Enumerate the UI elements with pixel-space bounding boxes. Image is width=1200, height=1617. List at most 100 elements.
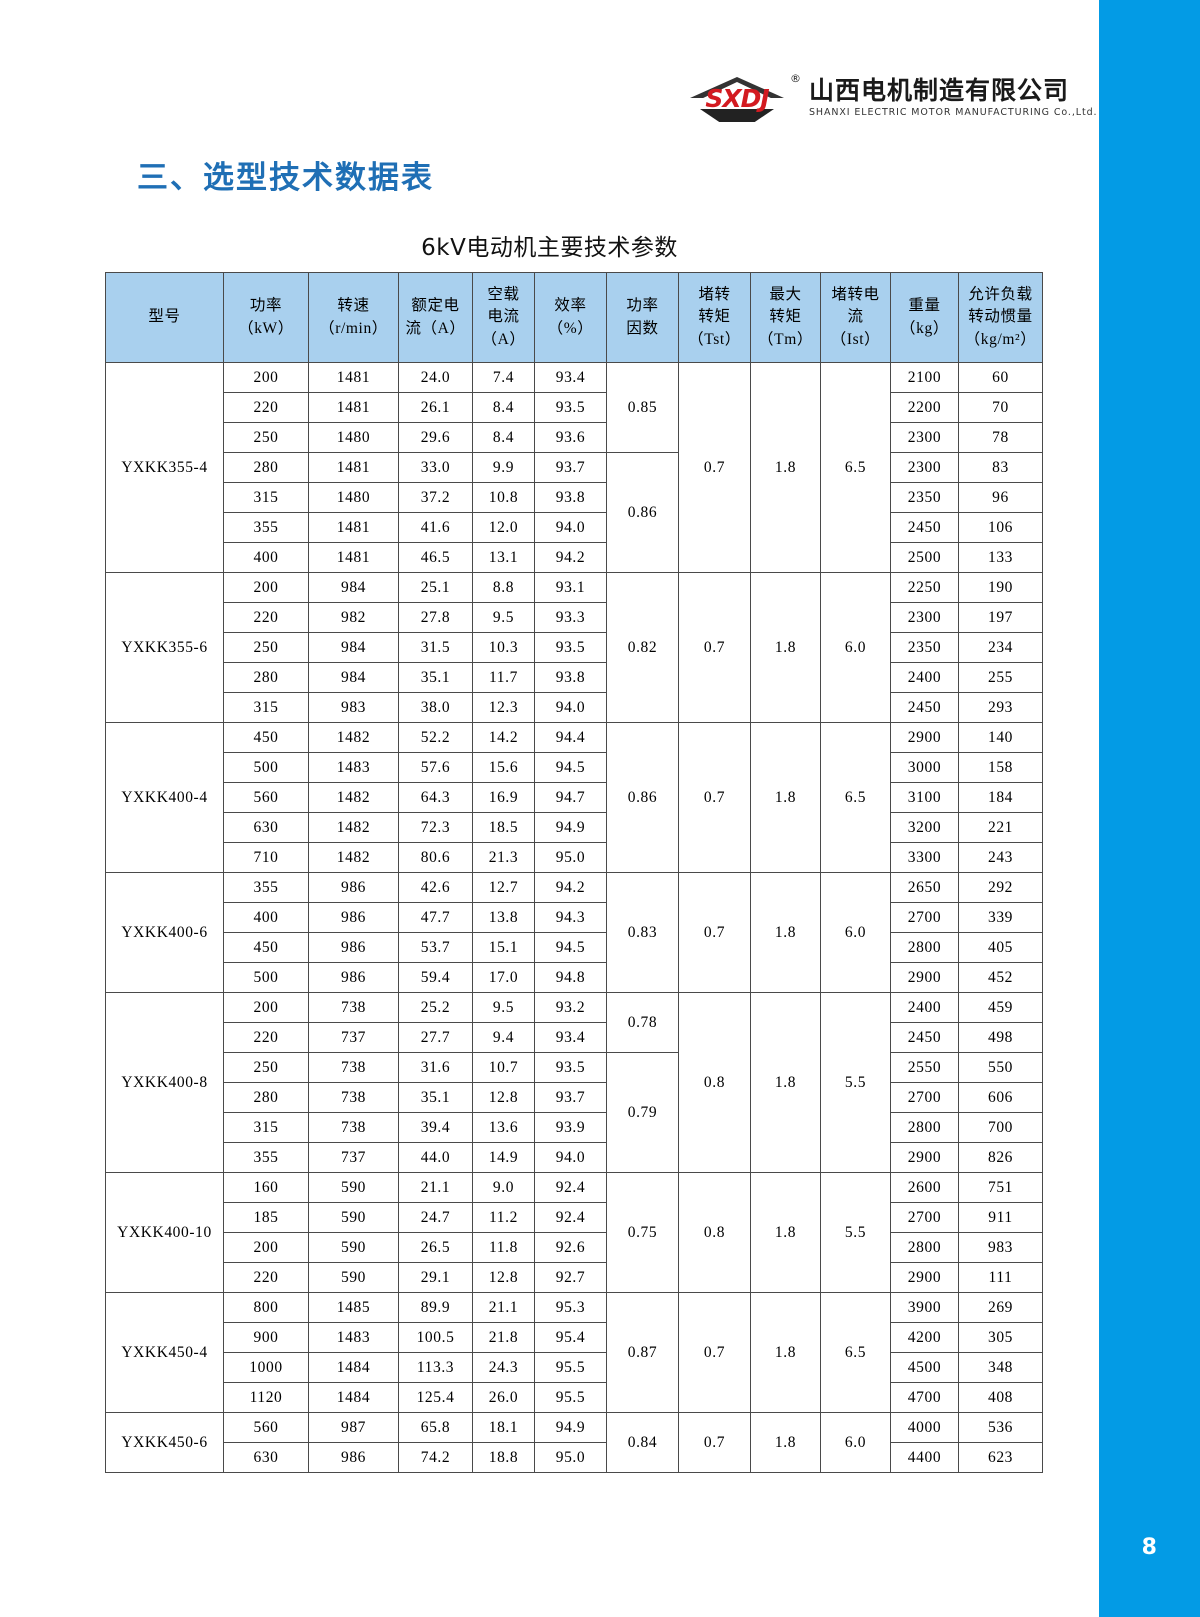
table-row: 630 1482 72.3 18.5 94.9 3200 221 xyxy=(106,812,1043,843)
cell-power: 355 xyxy=(223,872,309,903)
table-row: 400 986 47.7 13.8 94.3 2700 339 xyxy=(106,902,1043,933)
column-header-line: 功率 xyxy=(626,297,659,315)
cell-speed: 986 xyxy=(308,872,399,903)
table-row: YXKK400-4 450 1482 52.2 14.2 94.4 0.86 0.7 1.8 6.… xyxy=(105,722,1043,873)
cell-no-load-current: 21.3 xyxy=(472,842,535,873)
cell-no-load-current: 12.8 xyxy=(472,1262,535,1293)
cell-power: 280 xyxy=(223,452,309,483)
cell-inertia: 452 xyxy=(958,962,1043,993)
table-row: 400 1481 46.5 13.1 94.2 2500 133 xyxy=(106,542,1043,573)
cell-locked-rotor-torque: 0.7 xyxy=(678,872,751,993)
cell-rated-current: 42.6 xyxy=(398,872,473,903)
cell-efficiency: 95.5 xyxy=(534,1382,607,1413)
column-header-line: 重量 xyxy=(908,297,941,315)
table-row: 315 1480 37.2 10.8 93.8 2350 96 xyxy=(106,482,1043,513)
cell-rated-current: 31.5 xyxy=(398,632,473,663)
cell-power-factor: 0.84 xyxy=(606,1412,679,1473)
cell-rated-current: 65.8 xyxy=(398,1412,473,1443)
cell-rated-current: 74.2 xyxy=(398,1442,473,1473)
company-logo: SXDJ ® 山西电机制造有限公司 SHANXI ELECTRIC MOTOR … xyxy=(688,70,1097,126)
company-name-en: SHANXI ELECTRIC MOTOR MANUFACTURING Co.,… xyxy=(809,107,1098,119)
cell-max-torque: 1.8 xyxy=(750,722,821,873)
cell-weight: 2200 xyxy=(890,392,959,423)
cell-efficiency: 94.2 xyxy=(534,542,607,573)
column-header-3: 额定电 流（A） xyxy=(398,272,473,363)
decorative-side-band xyxy=(1099,0,1200,1617)
cell-locked-rotor-current: 6.5 xyxy=(820,722,891,873)
cell-inertia: 826 xyxy=(958,1142,1043,1173)
cell-power: 250 xyxy=(223,1052,309,1083)
cell-power: 400 xyxy=(223,902,309,933)
cell-max-torque: 1.8 xyxy=(750,572,821,723)
cell-inertia: 348 xyxy=(958,1352,1043,1383)
cell-efficiency: 94.5 xyxy=(534,932,607,963)
column-header-line: （%） xyxy=(547,319,594,337)
cell-weight: 2900 xyxy=(890,962,959,993)
cell-speed: 737 xyxy=(308,1022,399,1053)
cell-power: 710 xyxy=(223,842,309,873)
cell-rated-current: 25.1 xyxy=(398,572,473,603)
cell-efficiency: 94.5 xyxy=(534,752,607,783)
cell-model: YXKK355-6 xyxy=(105,572,224,723)
cell-efficiency: 94.9 xyxy=(534,812,607,843)
cell-speed: 737 xyxy=(308,1142,399,1173)
cell-weight: 2800 xyxy=(890,1232,959,1263)
cell-locked-rotor-current: 6.5 xyxy=(820,1292,891,1413)
cell-inertia: 498 xyxy=(958,1022,1043,1053)
cell-speed: 590 xyxy=(308,1202,399,1233)
cell-rated-current: 100.5 xyxy=(398,1322,473,1353)
column-header-6: 功率 因数 xyxy=(606,272,679,363)
table-row: 200 590 26.5 11.8 92.6 2800 983 xyxy=(106,1232,1043,1263)
cell-no-load-current: 12.8 xyxy=(472,1082,535,1113)
cell-efficiency: 94.0 xyxy=(534,512,607,543)
cell-locked-rotor-current: 5.5 xyxy=(820,1172,891,1293)
cell-no-load-current: 21.1 xyxy=(472,1292,535,1323)
cell-inertia: 305 xyxy=(958,1322,1043,1353)
column-header-line: 流（A） xyxy=(405,319,466,337)
cell-speed: 983 xyxy=(308,692,399,723)
cell-weight: 2900 xyxy=(890,1142,959,1173)
cell-weight: 4200 xyxy=(890,1322,959,1353)
cell-rated-current: 29.1 xyxy=(398,1262,473,1293)
column-header-2: 转速 （r/min） xyxy=(308,272,399,363)
column-header-line: （kg） xyxy=(900,319,949,337)
table-row: 355 737 44.0 14.9 94.0 2900 826 xyxy=(106,1142,1043,1173)
cell-no-load-current: 10.7 xyxy=(472,1052,535,1083)
cell-rated-current: 24.7 xyxy=(398,1202,473,1233)
cell-locked-rotor-torque: 0.8 xyxy=(678,1172,751,1293)
table-row: YXKK355-4 200 1481 24.0 7.4 93.4 0.85 0.7 1.8 6.5… xyxy=(105,362,1043,573)
cell-speed: 1482 xyxy=(308,722,399,753)
cell-no-load-current: 16.9 xyxy=(472,782,535,813)
cell-locked-rotor-torque: 0.8 xyxy=(678,992,751,1173)
cell-efficiency: 94.4 xyxy=(534,722,607,753)
cell-inertia: 106 xyxy=(958,512,1043,543)
cell-power: 315 xyxy=(223,482,309,513)
cell-speed: 986 xyxy=(308,1442,399,1473)
column-header-5: 效率 （%） xyxy=(534,272,607,363)
column-header-line: （A） xyxy=(481,330,526,348)
cell-rated-current: 33.0 xyxy=(398,452,473,483)
cell-weight: 2500 xyxy=(890,542,959,573)
cell-speed: 1482 xyxy=(308,782,399,813)
table-row: 1000 1484 113.3 24.3 95.5 4500 348 xyxy=(106,1352,1043,1383)
column-header-7: 堵转 转矩 （Tst） xyxy=(678,272,751,363)
cell-speed: 1480 xyxy=(308,482,399,513)
cell-no-load-current: 10.8 xyxy=(472,482,535,513)
cell-weight: 2700 xyxy=(890,1202,959,1233)
cell-no-load-current: 14.2 xyxy=(472,722,535,753)
cell-weight: 2450 xyxy=(890,1022,959,1053)
column-header-line: 型号 xyxy=(148,308,181,326)
cell-rated-current: 26.5 xyxy=(398,1232,473,1263)
table-row: 500 1483 57.6 15.6 94.5 3000 158 xyxy=(106,752,1043,783)
cell-speed: 590 xyxy=(308,1232,399,1263)
cell-no-load-current: 9.9 xyxy=(472,452,535,483)
cell-max-torque: 1.8 xyxy=(750,872,821,993)
cell-power: 500 xyxy=(223,962,309,993)
table-row: YXKK355-6 200 984 25.1 8.8 93.1 0.82 0.7 1.8 6.0 2… xyxy=(105,572,1043,723)
table-row: YXKK400-8 200 738 25.2 9.5 93.2 0.78 0.8 1.8 5.5 2… xyxy=(105,992,1043,1173)
cell-efficiency: 94.0 xyxy=(534,1142,607,1173)
cell-inertia: 184 xyxy=(958,782,1043,813)
cell-speed: 590 xyxy=(308,1262,399,1293)
cell-inertia: 550 xyxy=(958,1052,1043,1083)
cell-inertia: 459 xyxy=(958,992,1043,1023)
